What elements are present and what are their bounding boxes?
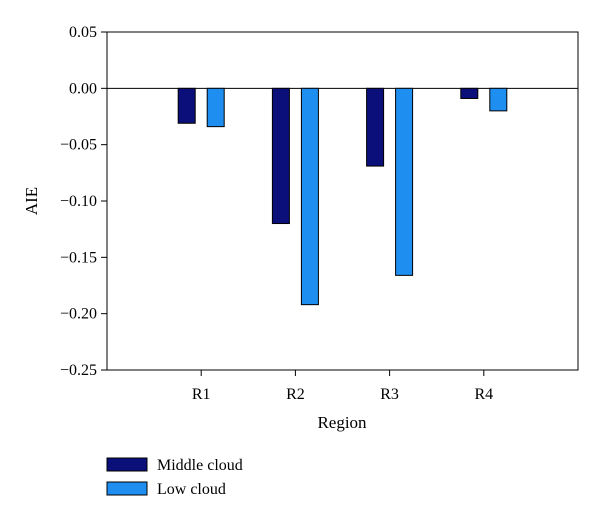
y-axis: 0.05 0.00 −0.05 −0.10 −0.15 −0.20 −0.25: [60, 24, 107, 379]
bar-middle-cloud-r1: [177, 87, 196, 124]
x-tick-label: R2: [286, 386, 305, 403]
bar-middle-cloud-r3: [366, 87, 385, 167]
legend-label: Middle cloud: [157, 457, 243, 474]
x-tick-label: R3: [380, 386, 399, 403]
y-tick-label: −0.10: [60, 193, 97, 210]
y-tick-label: −0.20: [60, 306, 97, 323]
y-tick-label: 0.00: [69, 80, 97, 97]
legend: Middle cloud Low cloud: [106, 457, 243, 498]
x-axis-title: Region: [317, 413, 367, 432]
bars: [177, 87, 508, 306]
x-tick-label: R1: [192, 386, 211, 403]
legend-label: Low cloud: [157, 481, 226, 498]
plot-area: [106, 31, 579, 371]
x-axis: R1 R2 R3 R4: [192, 370, 493, 403]
legend-swatch: [106, 457, 148, 472]
y-axis-title: AIE: [22, 187, 41, 215]
y-tick-label: 0.05: [69, 24, 97, 41]
bar-middle-cloud-r2: [271, 87, 290, 225]
legend-swatch: [106, 481, 148, 496]
bar-low-cloud-r2: [300, 87, 319, 306]
y-tick-label: −0.15: [60, 249, 97, 266]
y-tick-label: −0.25: [60, 362, 97, 379]
bar-middle-cloud-r4: [460, 87, 479, 99]
bar-low-cloud-r3: [395, 87, 414, 276]
y-tick-label: −0.05: [60, 137, 97, 154]
bar-low-cloud-r4: [489, 87, 508, 112]
x-tick-label: R4: [474, 386, 493, 403]
bar-low-cloud-r1: [206, 87, 225, 128]
